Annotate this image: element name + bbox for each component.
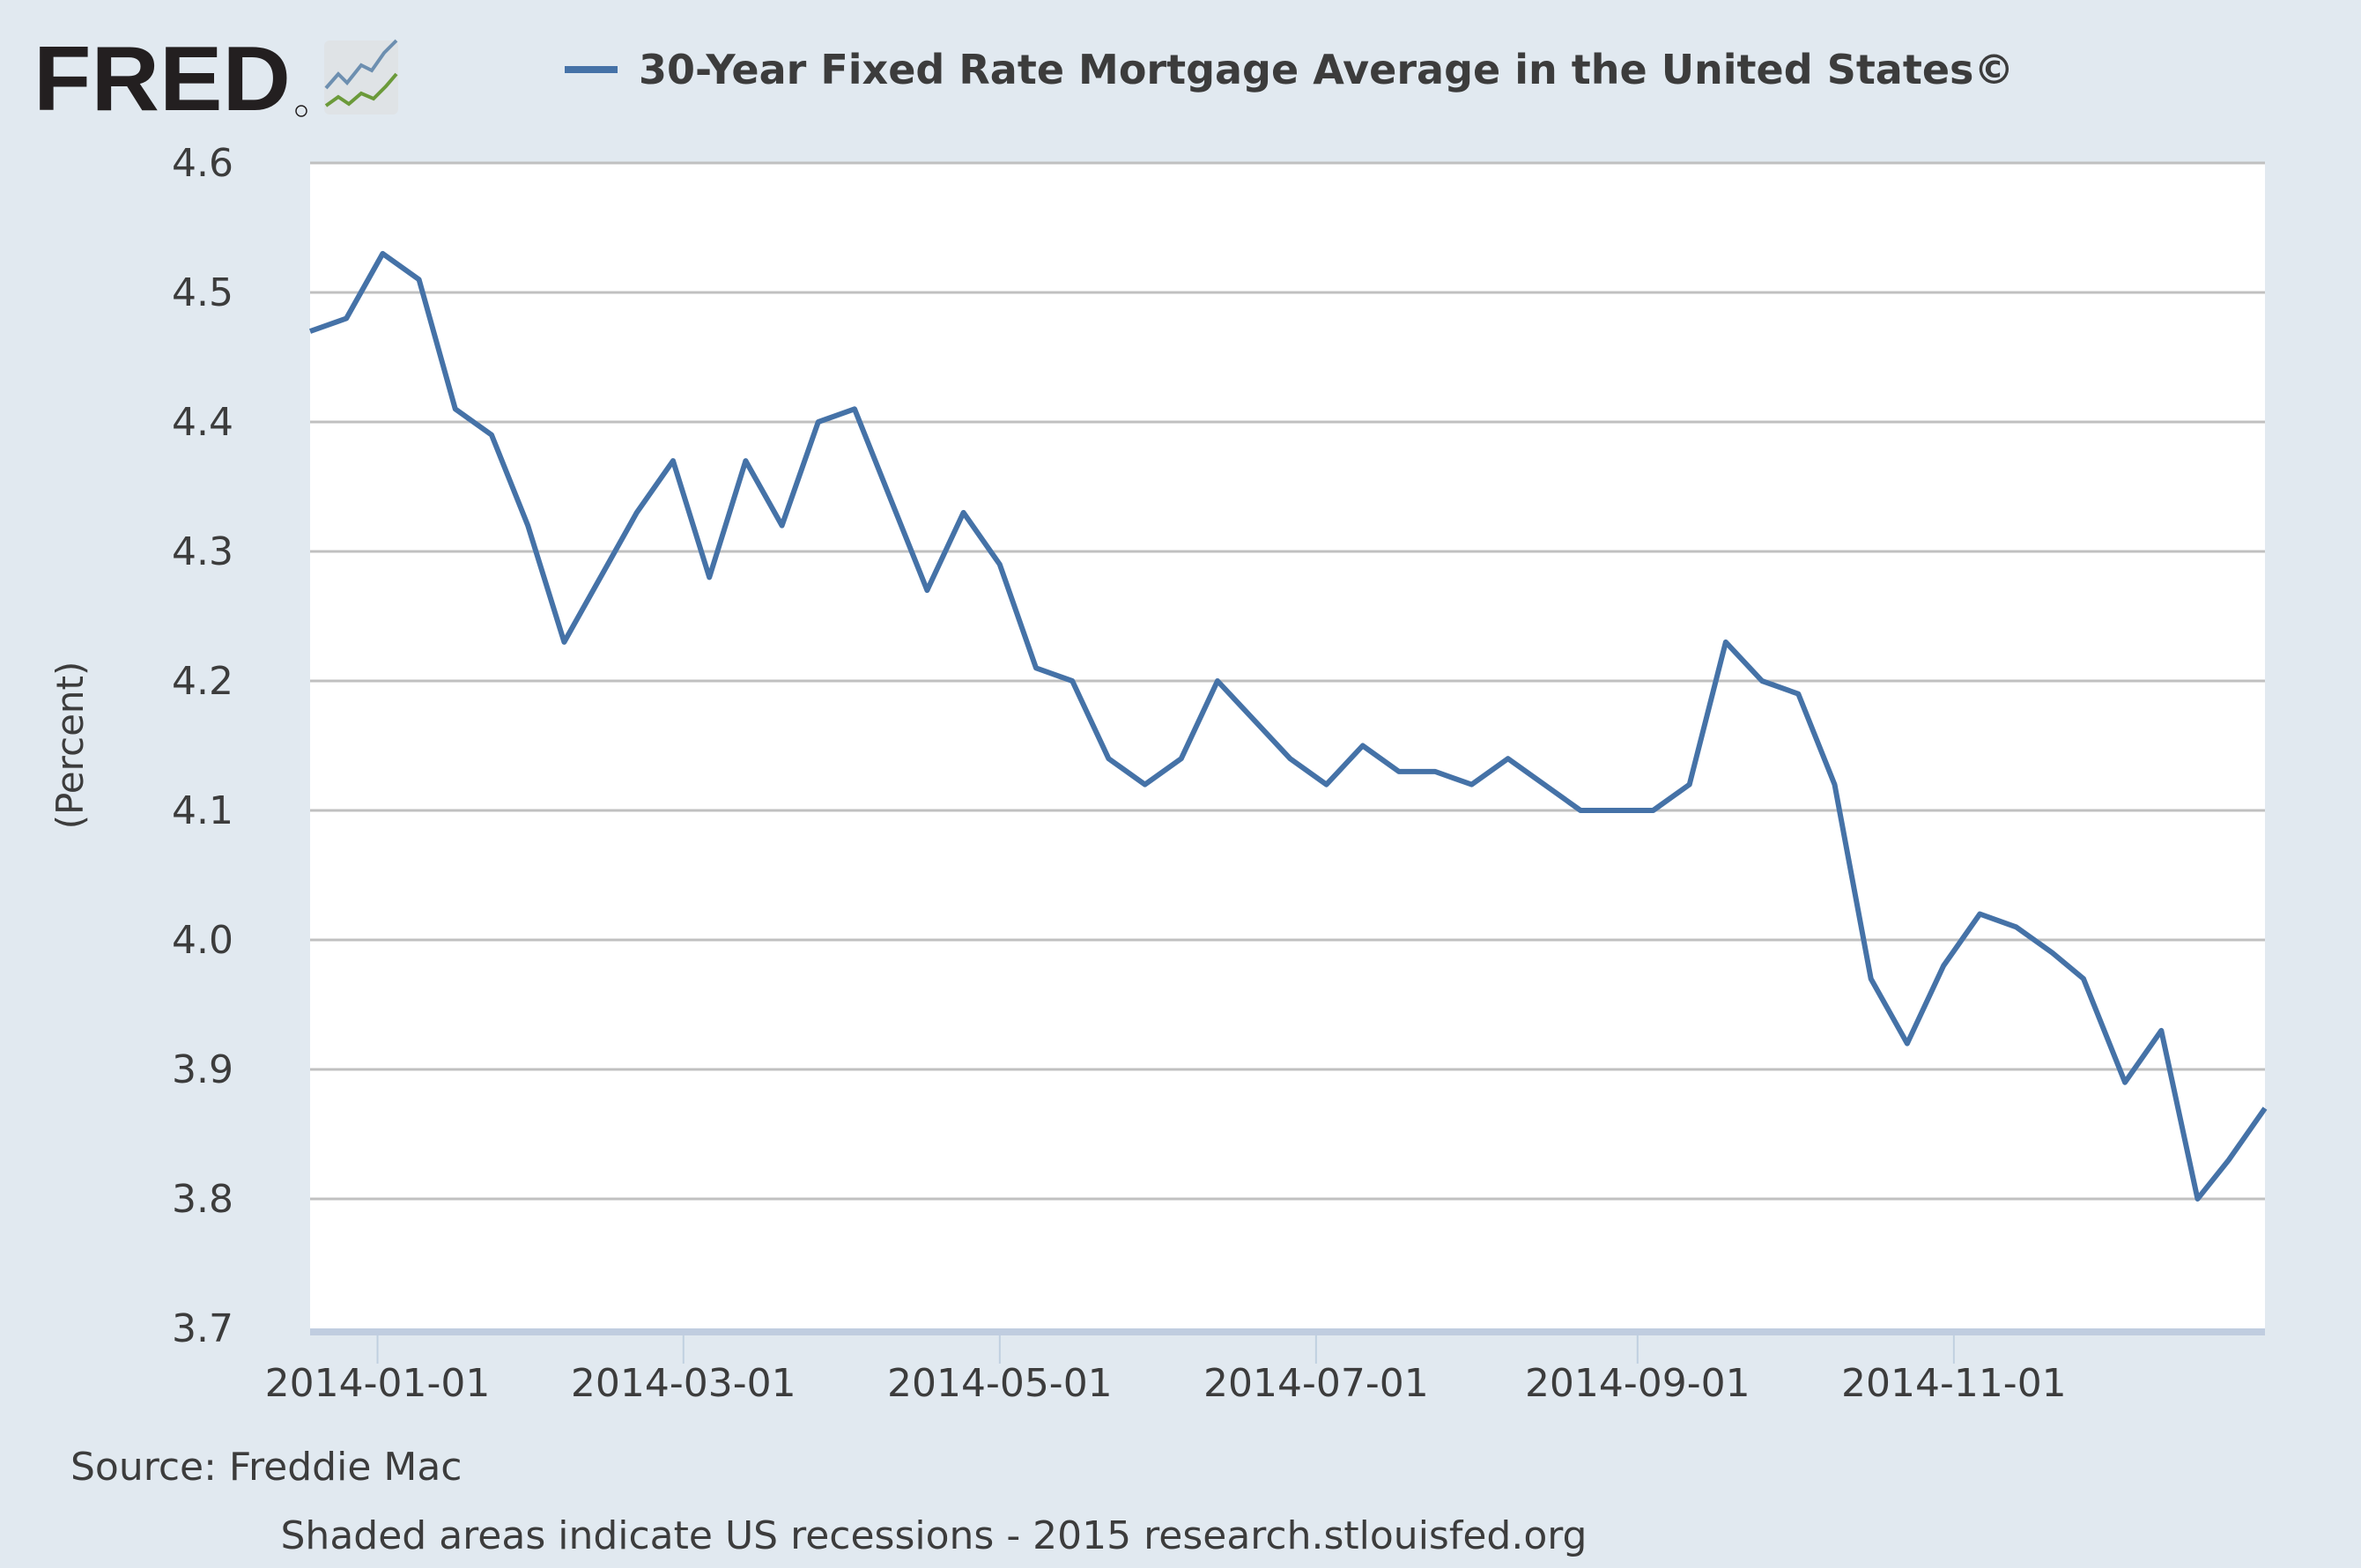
y-tick-label: 4.0 [172, 918, 233, 963]
y-tick-label: 3.9 [172, 1047, 233, 1092]
y-tick-label: 4.5 [172, 270, 233, 315]
chart-title: 30-Year Fixed Rate Mortgage Average in t… [639, 46, 2015, 93]
fred-logo: FRED [33, 28, 421, 130]
x-tick-label: 2014-09-01 [1525, 1361, 1750, 1406]
y-tick-label: 4.4 [172, 400, 233, 445]
x-tick-label: 2014-01-01 [265, 1361, 491, 1406]
y-tick-label: 4.6 [172, 141, 233, 186]
legend-swatch [565, 66, 618, 73]
source-note: Source: Freddie Mac [70, 1445, 463, 1490]
fred-logo-text: FRED [33, 35, 291, 123]
x-tick-label: 2014-05-01 [887, 1361, 1113, 1406]
y-tick-label: 3.7 [172, 1306, 233, 1351]
series-line [308, 250, 2268, 1202]
registered-mark-icon [295, 105, 307, 117]
y-tick-label: 4.2 [172, 659, 233, 704]
y-tick-label: 4.1 [172, 788, 233, 833]
legend: 30-Year Fixed Rate Mortgage Average in t… [565, 46, 2014, 93]
x-tick-label: 2014-11-01 [1841, 1361, 2067, 1406]
plot-area [310, 163, 2265, 1328]
y-tick-label: 3.8 [172, 1177, 233, 1222]
y-axis-label: (Percent) [48, 662, 92, 830]
footer-note: Shaded areas indicate US recessions - 20… [280, 1513, 1588, 1558]
x-tick-label: 2014-07-01 [1203, 1361, 1429, 1406]
y-tick-label: 4.3 [172, 529, 233, 574]
x-tick-label: 2014-03-01 [571, 1361, 796, 1406]
